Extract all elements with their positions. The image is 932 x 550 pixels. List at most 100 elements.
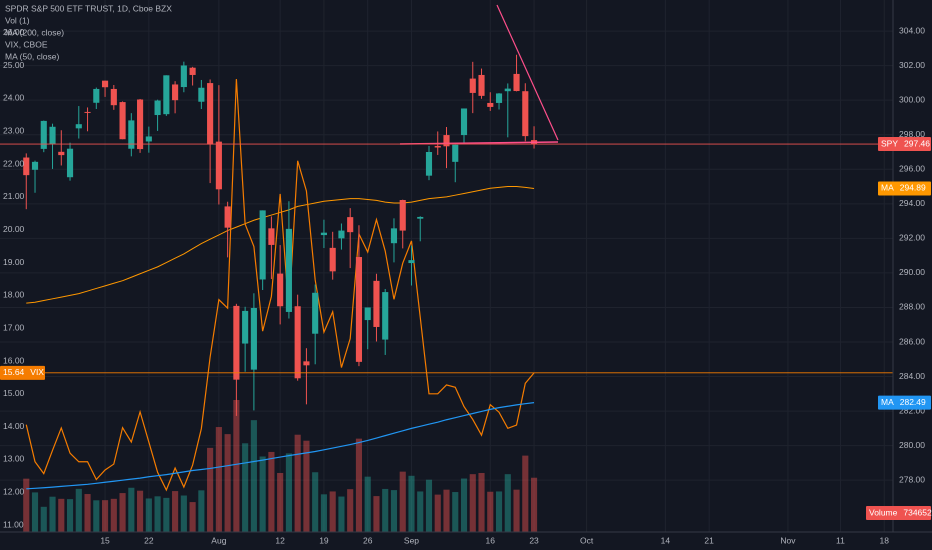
- volume-bar: [338, 496, 345, 532]
- x-tick-label: 11: [836, 535, 845, 545]
- x-tick-label: 12: [275, 535, 285, 545]
- candle-body: [84, 111, 91, 113]
- price-label-text: MA: [881, 183, 894, 193]
- candle-body: [154, 100, 161, 116]
- candle-body: [172, 84, 179, 101]
- y2-tick-label: 19.00: [3, 257, 25, 267]
- price-label-text: 297.46: [904, 138, 930, 148]
- y2-tick-label: 12.00: [3, 487, 25, 497]
- candle-body: [364, 307, 371, 321]
- legend-entry: MA (200, close): [5, 27, 64, 37]
- volume-bar: [101, 500, 109, 532]
- legend-entry: Vol (1): [5, 15, 30, 25]
- volume-bar: [93, 500, 100, 532]
- candle-body: [58, 151, 65, 156]
- x-tick-label: 16: [486, 535, 496, 545]
- price-label-box: [878, 395, 931, 410]
- legend: SPDR S&P 500 ETF TRUST, 1D, Cboe BZX Vol…: [5, 3, 172, 61]
- candle-body: [390, 228, 398, 244]
- candle-body: [382, 292, 389, 340]
- volume-bar: [347, 489, 354, 532]
- candle-body: [408, 260, 415, 264]
- y-tick-label: 290.00: [899, 267, 925, 277]
- price-label-box: [878, 137, 931, 152]
- volume-bar: [58, 498, 65, 532]
- x-tick-label: 22: [144, 535, 154, 545]
- x-tick-label: 21: [704, 535, 714, 545]
- volume-bar: [530, 477, 538, 532]
- series-line: [26, 186, 535, 304]
- candle-body: [250, 307, 257, 370]
- candle-body: [23, 157, 30, 176]
- price-label-text: MA: [881, 397, 894, 407]
- volume-bar: [303, 440, 310, 532]
- candle-body: [495, 93, 503, 103]
- y2-tick-label: 14.00: [3, 421, 25, 431]
- volume-bar: [487, 491, 494, 532]
- price-label-text: 282.49: [900, 397, 926, 407]
- candle-body: [513, 73, 520, 92]
- volume-bar: [180, 495, 187, 532]
- y-tick-label: 280.00: [899, 440, 925, 450]
- drawings: [0, 4, 893, 374]
- price-label-text: 73465249: [903, 507, 932, 517]
- y2-tick-label: 26.00: [3, 27, 25, 37]
- candle-body: [460, 108, 468, 136]
- candle-body: [303, 361, 310, 366]
- legend-title: SPDR S&P 500 ETF TRUST, 1D, Cboe BZX: [5, 3, 172, 13]
- x-tick-label: Aug: [211, 535, 226, 545]
- volume-bar: [110, 498, 117, 532]
- volume-bar: [119, 493, 126, 532]
- volume-bar: [452, 492, 459, 532]
- candle-body: [207, 83, 214, 145]
- candle-body: [487, 102, 494, 107]
- y-tick-label: 296.00: [899, 164, 925, 174]
- volume-bar: [250, 420, 257, 532]
- price-label-box: [0, 365, 45, 380]
- candle-body: [40, 120, 47, 149]
- volume-bar: [382, 488, 389, 532]
- candle-layer: [23, 54, 538, 416]
- volume-bar: [469, 474, 476, 532]
- candle-body: [355, 257, 363, 362]
- volume-bar: [268, 451, 275, 532]
- volume-bar: [31, 492, 39, 532]
- volume-bar: [233, 400, 240, 532]
- volume-bar: [399, 471, 406, 532]
- candle-body: [373, 280, 380, 327]
- volume-bar: [417, 491, 424, 532]
- price-labels: SPY 297.46 MA 294.89 MA 282.49 15.64 VIX Volume 7…: [0, 137, 932, 520]
- volume-bar: [443, 489, 450, 532]
- y-tick-label: 286.00: [899, 336, 925, 346]
- y2-tick-label: 21.00: [3, 191, 25, 201]
- y-tick-label: 304.00: [899, 25, 925, 35]
- candle-body: [215, 141, 222, 190]
- volume-bar: [460, 478, 468, 532]
- volume-bar: [66, 499, 74, 532]
- y-tick-label: 288.00: [899, 302, 925, 312]
- price-label-text: 15.64: [3, 367, 25, 377]
- volume-bar: [23, 478, 30, 532]
- candle-body: [469, 78, 476, 93]
- legend-entry: MA (50, close): [5, 51, 59, 61]
- trend-line: [496, 4, 559, 141]
- series-line: [26, 402, 535, 490]
- volume-bar: [242, 443, 249, 532]
- y2-tick-label: 18.00: [3, 290, 25, 300]
- right-axis-bg: [893, 0, 932, 550]
- candle-body: [347, 217, 354, 233]
- volume-bar: [189, 502, 196, 532]
- volume-bar: [434, 494, 441, 532]
- volume-bar: [75, 488, 82, 532]
- y-tick-label: 284.00: [899, 371, 925, 381]
- legend-entry: VIX, CBOE: [5, 39, 48, 49]
- x-tick-label: 23: [529, 535, 539, 545]
- candle-body: [180, 65, 187, 88]
- candle-body: [417, 216, 424, 219]
- volume-bar: [294, 434, 301, 532]
- volume-bar: [522, 455, 529, 532]
- candle-body: [329, 247, 336, 272]
